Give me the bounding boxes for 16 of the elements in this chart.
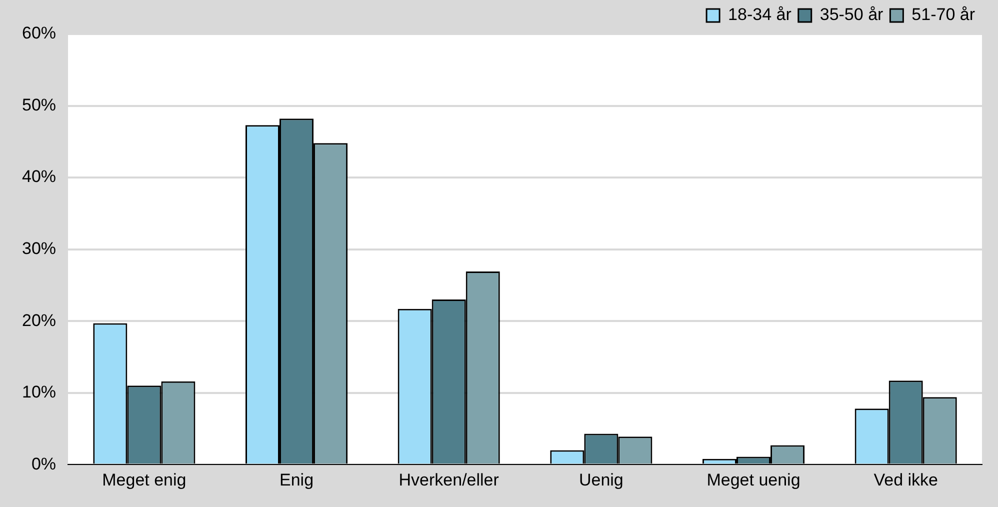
legend-label: 51-70 år: [912, 5, 976, 24]
legend-label: 35-50 år: [820, 5, 884, 24]
y-tick-label: 40%: [22, 167, 56, 186]
y-tick-label: 30%: [22, 238, 56, 258]
legend-label: 18-34 år: [728, 5, 792, 24]
y-tick-label: 10%: [22, 382, 56, 402]
y-tick-label: 60%: [22, 24, 56, 43]
y-tick-label: 20%: [22, 310, 56, 330]
x-tick-label: Meget uenig: [706, 470, 800, 490]
y-tick-label: 50%: [22, 95, 56, 114]
x-tick-label: Uenig: [578, 470, 624, 490]
y-tick-label: 0%: [31, 454, 56, 474]
x-tick-label: Enig: [280, 470, 314, 490]
x-tick-label: Hverken/eller: [398, 470, 500, 490]
x-tick-label: Ved ikke: [874, 470, 938, 490]
x-tick-label: Meget enig: [102, 470, 186, 490]
